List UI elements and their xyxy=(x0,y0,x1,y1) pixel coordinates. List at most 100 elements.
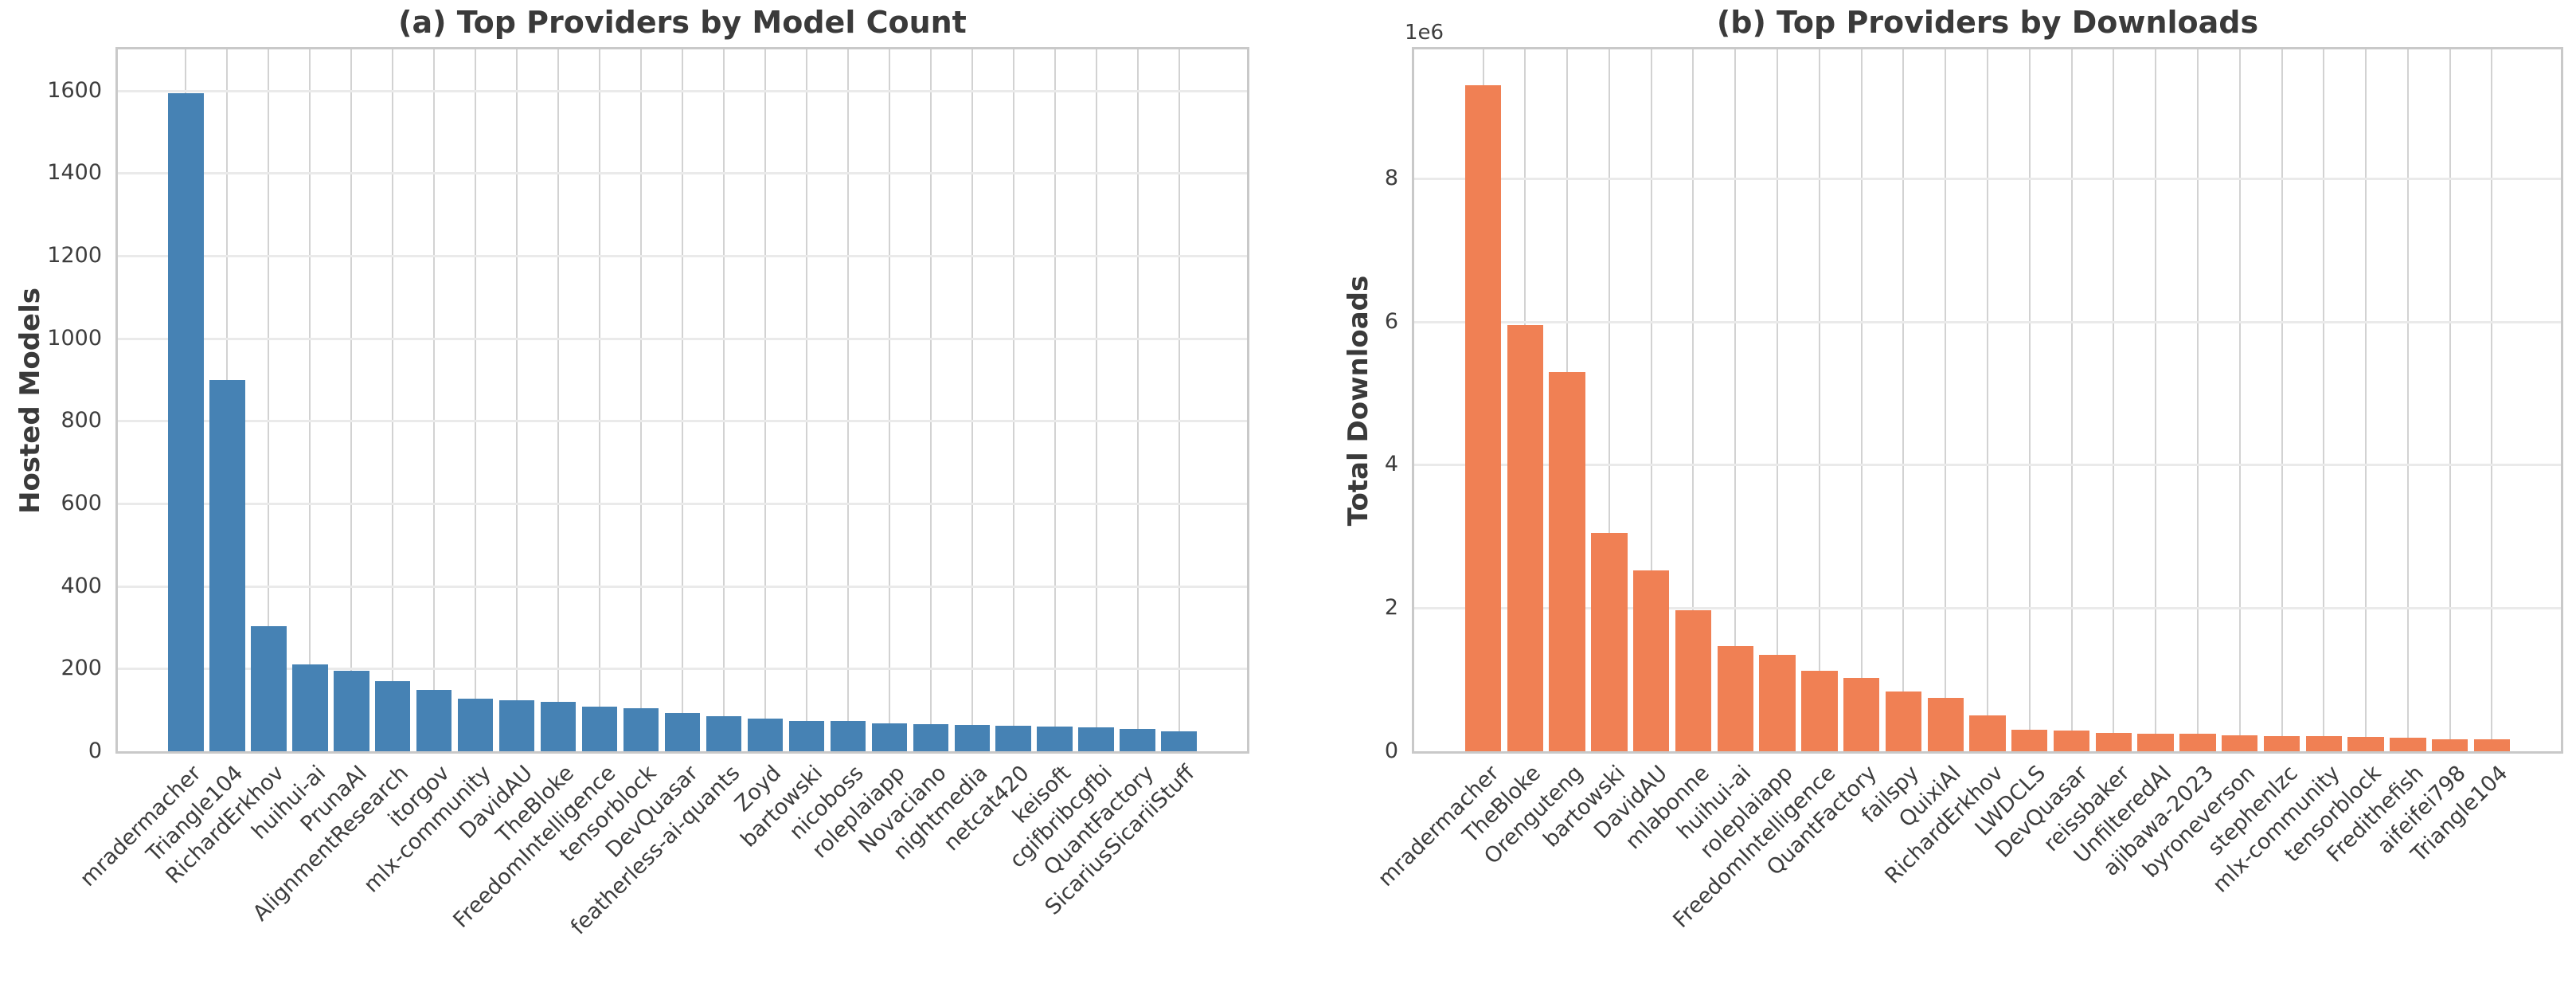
v-gridline xyxy=(2281,49,2283,751)
plot-area xyxy=(115,47,1249,754)
bar xyxy=(1507,325,1544,751)
v-gridline xyxy=(1945,49,1947,751)
h-gridline xyxy=(118,255,1247,258)
h-gridline xyxy=(1414,320,2561,323)
v-gridline xyxy=(350,49,353,751)
bar xyxy=(1843,678,1880,751)
bar xyxy=(1927,697,1964,751)
bar xyxy=(995,726,1032,751)
bar xyxy=(1675,609,1712,751)
v-gridline xyxy=(1608,49,1610,751)
bar xyxy=(1633,570,1670,751)
v-gridline xyxy=(1012,49,1014,751)
bar xyxy=(209,379,245,751)
y-tick-label: 2 xyxy=(1384,595,1398,621)
v-gridline xyxy=(1818,49,1820,751)
bar xyxy=(1037,726,1073,751)
v-gridline xyxy=(433,49,436,751)
v-gridline xyxy=(971,49,973,751)
bar xyxy=(250,625,287,751)
y-tick-label: 1200 xyxy=(47,243,102,268)
bar xyxy=(2263,736,2300,751)
h-gridline xyxy=(118,172,1247,175)
v-gridline xyxy=(2113,49,2115,751)
bar xyxy=(1078,727,1115,751)
bar xyxy=(913,724,949,751)
bar xyxy=(374,680,411,751)
bar xyxy=(416,690,452,751)
bar xyxy=(747,718,784,751)
chart-title: (a) Top Providers by Model Count xyxy=(398,5,967,40)
v-gridline xyxy=(2491,49,2493,751)
y-tick-label: 0 xyxy=(1384,739,1398,763)
v-gridline xyxy=(557,49,560,751)
bar xyxy=(664,712,701,751)
bar xyxy=(830,721,866,751)
v-gridline xyxy=(1178,49,1180,751)
v-gridline xyxy=(2028,49,2031,751)
bar xyxy=(1464,84,1502,751)
bar xyxy=(2137,733,2174,751)
y-tick-label: 1400 xyxy=(47,160,102,186)
bar xyxy=(1120,729,1156,751)
bar xyxy=(1969,715,2006,751)
y-tick-label: 800 xyxy=(61,408,102,433)
v-gridline xyxy=(929,49,932,751)
plot-area xyxy=(1412,47,2563,754)
y-tick-label: 1600 xyxy=(47,77,102,103)
v-gridline xyxy=(1095,49,1097,751)
v-gridline xyxy=(846,49,849,751)
y-tick-label: 0 xyxy=(88,739,102,763)
bar xyxy=(1801,671,1838,751)
bar xyxy=(2431,739,2469,751)
v-gridline xyxy=(2238,49,2241,751)
v-gridline xyxy=(1136,49,1139,751)
bar xyxy=(1549,371,1585,751)
bar xyxy=(1161,731,1198,751)
h-gridline xyxy=(118,420,1247,423)
h-gridline xyxy=(1414,464,2561,467)
bar xyxy=(291,664,328,751)
v-gridline xyxy=(2449,49,2451,751)
chart-title: (b) Top Providers by Downloads xyxy=(1716,5,2259,40)
bar xyxy=(2011,730,2048,751)
v-gridline xyxy=(722,49,725,751)
bar xyxy=(167,93,204,751)
bar xyxy=(2179,733,2216,751)
v-gridline xyxy=(516,49,518,751)
y-axis-offset-label: 1e6 xyxy=(1405,21,1444,45)
y-tick-label: 8 xyxy=(1384,165,1398,190)
h-gridline xyxy=(118,585,1247,588)
v-gridline xyxy=(2323,49,2325,751)
y-tick-label: 1000 xyxy=(47,325,102,351)
bar xyxy=(457,699,494,751)
v-gridline xyxy=(309,49,311,751)
bar xyxy=(2473,739,2511,751)
bar xyxy=(2390,738,2426,751)
v-gridline xyxy=(1987,49,1988,751)
bar xyxy=(954,725,991,751)
v-gridline xyxy=(2155,49,2157,751)
bar xyxy=(2347,737,2384,751)
bar xyxy=(498,699,535,751)
bar xyxy=(788,720,825,751)
bar xyxy=(623,708,659,751)
y-tick-label: 400 xyxy=(61,573,102,598)
bar xyxy=(2305,736,2342,751)
v-gridline xyxy=(1692,49,1695,751)
v-gridline xyxy=(599,49,601,751)
v-gridline xyxy=(2365,49,2367,751)
v-gridline xyxy=(1734,49,1737,751)
bar xyxy=(2095,732,2132,751)
v-gridline xyxy=(2406,49,2409,751)
bar xyxy=(581,706,618,751)
bar xyxy=(1759,654,1796,751)
v-gridline xyxy=(1053,49,1056,751)
v-gridline xyxy=(640,49,643,751)
bar xyxy=(2222,735,2258,751)
bar xyxy=(1885,692,1922,751)
y-tick-label: 4 xyxy=(1384,452,1398,477)
